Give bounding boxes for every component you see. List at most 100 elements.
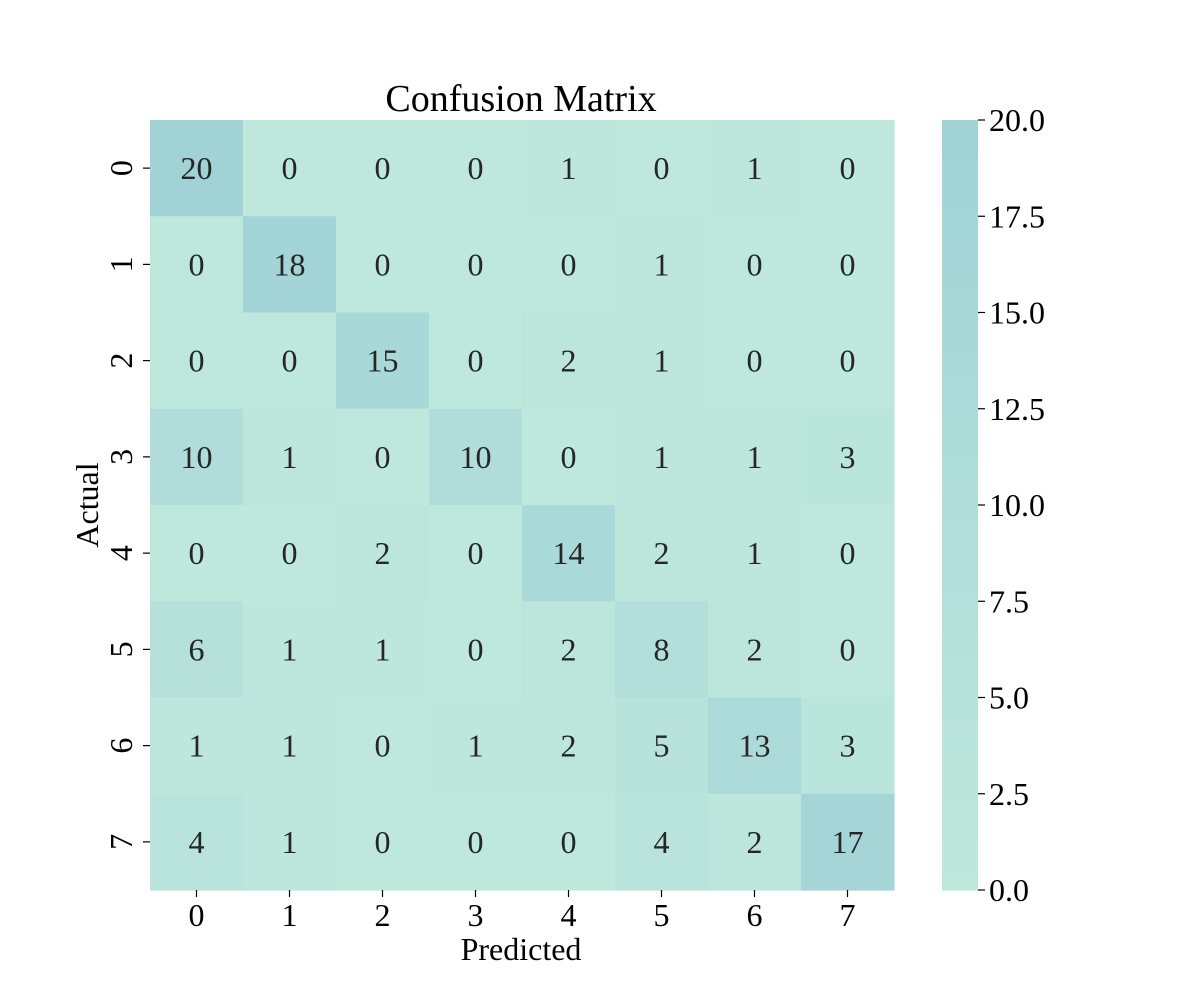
x-tick-label: 4 <box>561 897 577 933</box>
heatmap-cell-r6-c7 <box>801 697 895 795</box>
colorbar-segment <box>942 248 978 262</box>
heatmap-cell-r0-c5 <box>615 120 709 217</box>
x-tick-label: 5 <box>654 897 670 933</box>
heatmap-cell-r4-c1 <box>243 505 337 602</box>
cell-value-label: 0 <box>189 246 205 282</box>
heatmap-cell-r4-c6 <box>708 505 802 602</box>
cell-value-label: 0 <box>468 343 484 379</box>
colorbar-segment <box>942 120 978 134</box>
colorbar-tick-label: 17.5 <box>989 198 1045 234</box>
heatmap-cell-r5-c6 <box>708 601 802 699</box>
colorbar-segment <box>942 363 978 378</box>
colorbar-segment <box>942 389 978 403</box>
colorbar-segment <box>942 158 978 172</box>
x-tick-label: 2 <box>375 897 391 933</box>
heatmap-cell-r0-c4 <box>522 120 616 217</box>
heatmap-cell-r0-c0 <box>150 120 244 217</box>
colorbar-segment <box>942 710 978 724</box>
colorbar-segment <box>942 646 978 660</box>
colorbar-segment <box>942 582 978 596</box>
cell-value-label: 4 <box>654 824 670 860</box>
heatmap-cell-r2-c6 <box>708 312 802 410</box>
heatmap-cell-r2-c0 <box>150 312 244 410</box>
y-tick-label: 7 <box>103 834 139 850</box>
colorbar-segment <box>942 145 978 160</box>
colorbar-segment <box>942 813 978 827</box>
heatmap-cell-r7-c7 <box>801 793 895 891</box>
cell-value-label: 6 <box>189 631 205 667</box>
heatmap-cell-r5-c4 <box>522 601 616 699</box>
cell-value-label: 1 <box>654 246 670 282</box>
heatmap-cell-r7-c2 <box>336 793 430 891</box>
heatmap-cell-r7-c0 <box>150 793 244 891</box>
heatmap-cell-r2-c5 <box>615 312 709 410</box>
colorbar-segment <box>942 184 978 198</box>
x-tick-label: 1 <box>282 897 298 933</box>
cell-value-label: 0 <box>840 535 856 571</box>
heatmap-cell-r1-c4 <box>522 216 616 314</box>
cell-value-label: 4 <box>189 824 205 860</box>
heatmap-cell-r0-c2 <box>336 120 430 217</box>
colorbar-segment <box>942 825 978 840</box>
colorbar-segment <box>942 171 978 185</box>
colorbar-segment <box>942 697 978 711</box>
cell-value-label: 1 <box>747 439 763 475</box>
heatmap-cell-r3-c0 <box>150 408 244 506</box>
cell-value-label: 5 <box>654 728 670 764</box>
colorbar-segment <box>942 132 978 147</box>
heatmap-cell-r4-c0 <box>150 505 244 602</box>
cell-value-label: 1 <box>747 535 763 571</box>
cell-value-label: 2 <box>375 535 391 571</box>
cell-value-label: 0 <box>561 824 577 860</box>
cell-value-label: 0 <box>468 535 484 571</box>
heatmap-cell-r5-c3 <box>429 601 523 699</box>
heatmap-cell-r1-c5 <box>615 216 709 314</box>
colorbar-segment <box>942 492 978 506</box>
heatmap-cell-r0-c3 <box>429 120 523 217</box>
cell-value-label: 0 <box>840 150 856 186</box>
colorbar-segment <box>942 222 978 237</box>
cell-value-label: 2 <box>561 343 577 379</box>
colorbar-segment <box>942 774 978 788</box>
heatmap-cell-r2-c1 <box>243 312 337 410</box>
heatmap-cell-r5-c2 <box>336 601 430 699</box>
heatmap-cell-r1-c1 <box>243 216 337 314</box>
colorbar-segment <box>942 543 978 557</box>
colorbar-segment <box>942 556 978 570</box>
cell-value-label: 0 <box>189 535 205 571</box>
colorbar-segment <box>942 274 978 288</box>
heatmap-cell-r0-c1 <box>243 120 337 217</box>
heatmap-cell-r1-c6 <box>708 216 802 314</box>
x-tick-label: 6 <box>747 897 763 933</box>
colorbar-segment <box>942 530 978 545</box>
colorbar-segment <box>942 415 978 429</box>
heatmap-cell-r4-c7 <box>801 505 895 602</box>
cell-value-label: 0 <box>189 343 205 379</box>
cell-value-label: 3 <box>840 439 856 475</box>
heatmap-cell-r5-c5 <box>615 601 709 699</box>
cell-value-label: 2 <box>747 824 763 860</box>
heatmap-cell-r5-c1 <box>243 601 337 699</box>
cell-value-label: 14 <box>553 535 585 571</box>
heatmap-cell-r3-c7 <box>801 408 895 506</box>
y-axis-label: Actual <box>69 462 105 547</box>
cell-value-label: 2 <box>747 631 763 667</box>
y-tick-label: 2 <box>103 353 139 369</box>
cell-value-label: 0 <box>840 631 856 667</box>
colorbar-segment <box>942 299 978 314</box>
cell-value-label: 0 <box>840 343 856 379</box>
cell-value-label: 0 <box>840 246 856 282</box>
heatmap-cell-r4-c3 <box>429 505 523 602</box>
heatmap-cell-r5-c0 <box>150 601 244 699</box>
cell-value-label: 0 <box>375 728 391 764</box>
colorbar-tick-label: 15.0 <box>989 295 1045 331</box>
y-tick-label: 3 <box>103 449 139 465</box>
heatmap-cell-r3-c6 <box>708 408 802 506</box>
cell-value-label: 2 <box>561 631 577 667</box>
heatmap-cell-r6-c2 <box>336 697 430 795</box>
colorbar-segment <box>942 338 978 352</box>
colorbar-tick-label: 20.0 <box>989 102 1045 138</box>
colorbar-segment <box>942 402 978 416</box>
y-tick-label: 4 <box>103 545 139 561</box>
heatmap-cell-r6-c1 <box>243 697 337 795</box>
